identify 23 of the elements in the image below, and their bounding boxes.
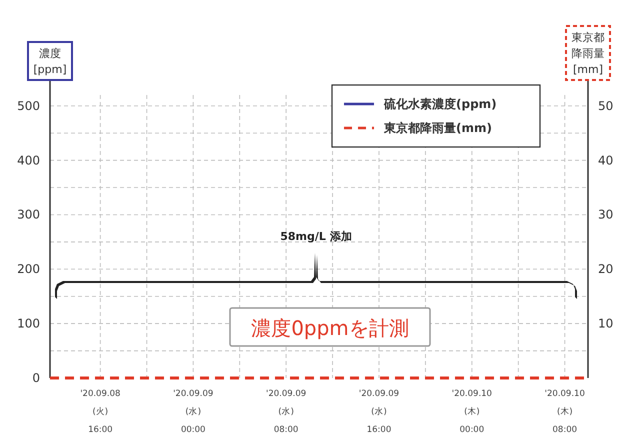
y2-tick-label: 50 — [598, 98, 614, 113]
x-tick-label: '20.09.10 (木) 00:00 — [452, 389, 492, 435]
y-tick-label: 400 — [17, 153, 40, 168]
y2-tick-label: 10 — [598, 316, 614, 331]
y-tick-label: 100 — [17, 316, 40, 331]
y2-tick-label: 30 — [598, 208, 614, 222]
x-tick-label: '20.09.09 (水) 16:00 — [358, 389, 400, 435]
y2-tick-label: 20 — [598, 262, 614, 276]
x-tick-label: '20.09.09 (水) 00:00 — [173, 389, 214, 435]
legend-label: 硫化水素濃度(ppm) — [383, 97, 497, 111]
y-tick-label: 0 — [32, 371, 40, 385]
annotation: 58mg/L 添加 — [280, 230, 352, 243]
y-tick-label: 500 — [17, 98, 40, 113]
x-tick-label: '20.09.09 (水) 08:00 — [266, 389, 306, 435]
annotation: 濃度0ppmを計測 — [251, 316, 409, 340]
x-tick-label: '20.09.10 (木) 08:00 — [544, 389, 585, 435]
y-tick-label: 300 — [17, 208, 40, 222]
y2-axis-title: 東京都降雨量[mm] — [572, 31, 604, 76]
legend-label: 東京都降雨量(mm) — [383, 121, 492, 135]
y2-tick-label: 40 — [598, 153, 614, 168]
y-axis-title: 濃度[ppm] — [33, 47, 67, 76]
x-tick-label: '20.09.08 (火) 16:00 — [80, 389, 120, 435]
y-tick-label: 200 — [17, 262, 40, 276]
